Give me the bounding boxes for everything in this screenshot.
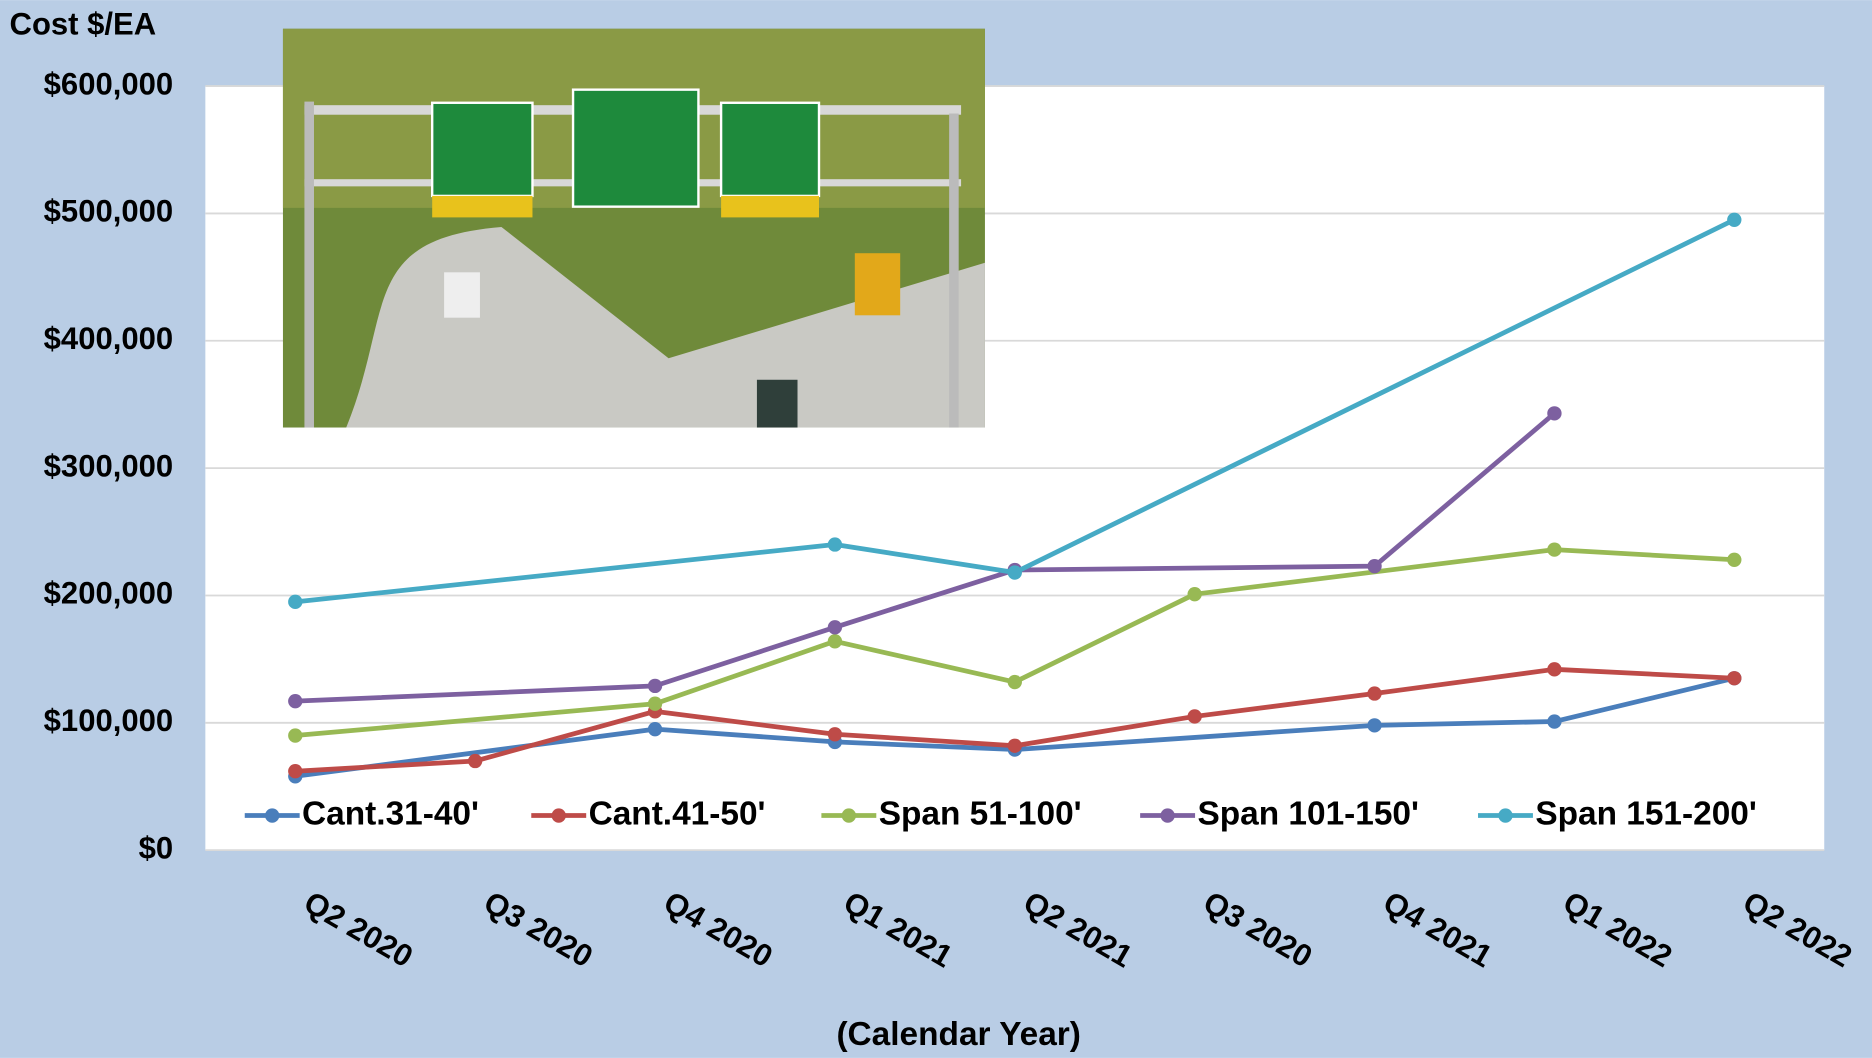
photo-van [444,272,480,318]
data-point [288,764,303,779]
y-tick-label: $300,000 [44,448,173,483]
data-point [647,722,663,737]
photo-road [346,226,985,428]
data-point [1727,212,1742,227]
series-line [295,411,1556,704]
data-point [1547,542,1562,557]
photo-sign [721,195,819,218]
data-point [1727,671,1742,686]
data-point [827,620,843,635]
data-point [1547,714,1562,729]
data-point [1547,662,1562,677]
data-point [1187,587,1202,602]
photo-post [949,113,959,428]
photo-car [756,379,798,428]
y-axis-title: Cost $/EA [10,7,157,42]
legend-label: Cant.41-50' [589,795,766,832]
data-point [1547,406,1562,421]
photo-sign [432,195,533,218]
data-point [1367,718,1382,733]
legend-marker [1498,808,1513,823]
data-point [647,696,663,711]
photo-bus [854,253,901,316]
data-point [827,634,843,649]
y-tick-label: $500,000 [44,194,173,229]
data-point [647,678,663,694]
data-point [288,594,303,609]
legend-label: Span 51-100' [879,795,1082,832]
legend-marker [1160,808,1175,823]
photo [282,28,985,428]
photo-sign [571,88,700,208]
y-tick-label: $600,000 [44,66,173,101]
data-point [1367,559,1382,574]
legend-label: Span 151-200' [1535,795,1757,832]
series-line [295,217,1736,605]
photo-post [304,101,314,428]
data-point [1367,686,1382,701]
photo-sign [719,101,821,198]
y-tick-label: $400,000 [44,321,173,356]
y-tick-label: $200,000 [44,576,173,611]
data-point [1007,738,1022,753]
x-axis-title: (Calendar Year) [836,1016,1080,1053]
data-point [468,753,483,769]
data-point [1007,674,1022,690]
data-point [288,728,303,743]
y-tick-label: $100,000 [44,703,173,738]
data-point [827,727,843,742]
data-point [1187,709,1202,724]
data-point [288,693,303,709]
data-point [827,537,843,552]
legend-label: Cant.31-40' [302,795,479,832]
legend-label: Span 101-150' [1197,795,1419,832]
data-point [1007,565,1022,580]
y-tick-label: $0 [139,830,174,865]
legend-marker [265,808,280,823]
data-point [1727,552,1742,567]
legend-marker [841,808,857,823]
legend-marker [551,808,566,823]
photo-sign [430,101,534,198]
